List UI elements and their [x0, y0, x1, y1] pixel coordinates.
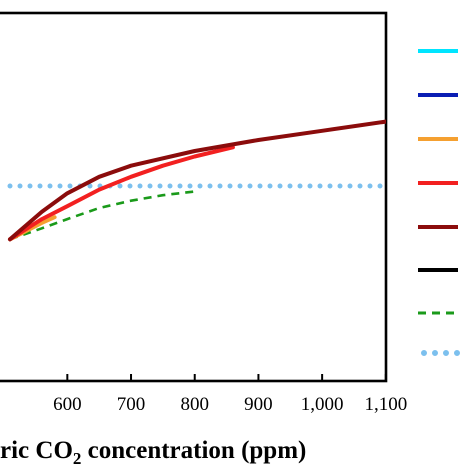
x-tick-label: 800 — [180, 394, 209, 415]
x-axis-title: ric CO2 concentration (ppm) — [0, 437, 306, 468]
series-line-5 — [8, 119, 386, 242]
x-tick-label: 1,100 — [364, 394, 407, 415]
x-tick-label: 1,000 — [301, 394, 344, 415]
x-tick-label: 900 — [244, 394, 273, 415]
x-axis: 600 700 800 900 1,000 1,100 — [53, 374, 407, 415]
x-tick-label: 700 — [117, 394, 146, 415]
plot-border — [0, 11, 388, 383]
series-line-4 — [8, 145, 235, 242]
x-tick-label: 600 — [53, 394, 82, 415]
plot-frame — [0, 11, 388, 383]
legend — [418, 49, 461, 356]
series-line-7 — [9, 190, 195, 241]
series-layer — [7, 119, 386, 242]
